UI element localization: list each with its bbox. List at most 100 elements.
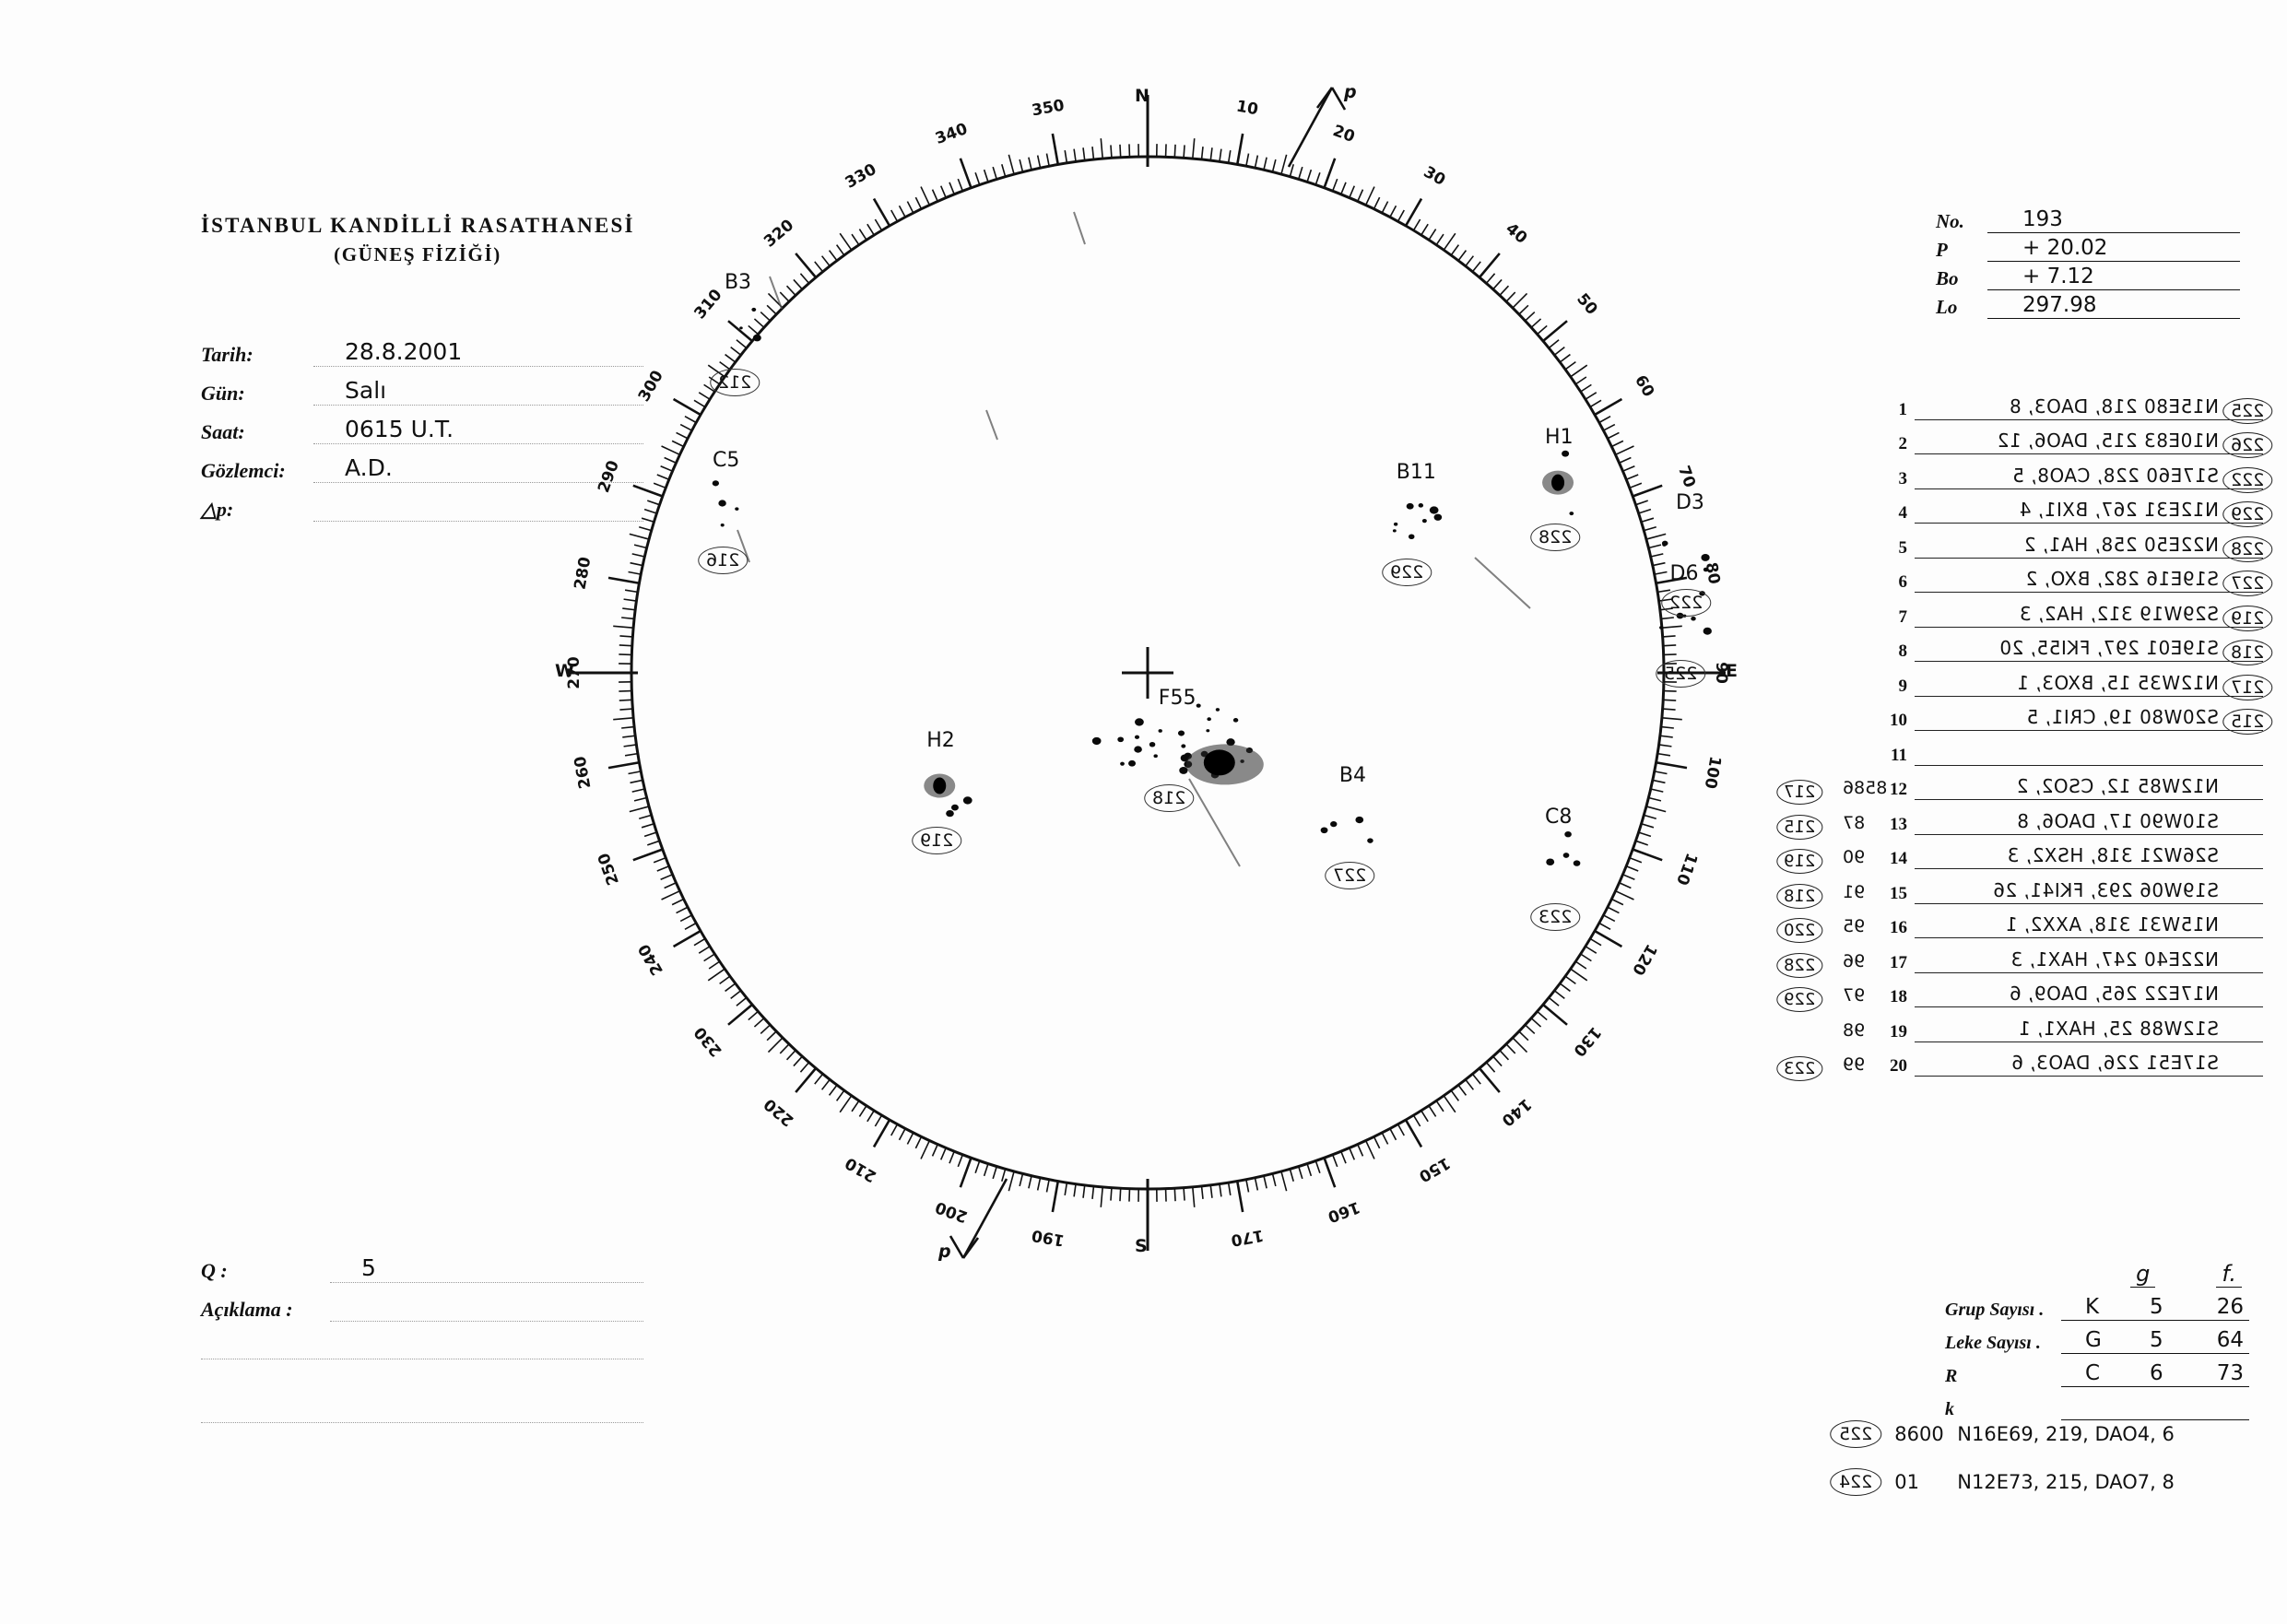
spot-row-field[interactable]: N17E22 265, DAO9, 6 97 229: [1776, 978, 2263, 1012]
param-input-bo[interactable]: + 7.12: [1987, 265, 2240, 290]
degree-tick: [1499, 285, 1510, 296]
spot-row-field[interactable]: S29W19 312, HA2, 3 219: [1915, 598, 2272, 631]
spot-row-field[interactable]: N12W35 15, BXO3, 1 217: [1915, 667, 2272, 700]
sunspot: [1569, 512, 1574, 516]
degree-tick: [1091, 147, 1095, 160]
degree-tick: [1660, 725, 1674, 729]
summary-label-grup: Grup Sayısı .: [1945, 1300, 2045, 1320]
degree-tick: [629, 806, 650, 813]
summary-g-leke: 5: [2150, 1328, 2163, 1352]
summary-values-r[interactable]: C 6 73: [2061, 1359, 2249, 1387]
spot-row-text: S10W90 17, DAO6, 8: [2016, 809, 2219, 832]
degree-label: 300: [635, 367, 667, 405]
sunspot: [1128, 759, 1137, 767]
degree-tick: [906, 201, 914, 214]
meta-input-delta-p[interactable]: [313, 493, 643, 522]
spot-row-field[interactable]: [1915, 736, 2263, 766]
degree-tick: [939, 1147, 947, 1160]
spot-row-field[interactable]: S19E01 297, FKI55, 20 218: [1915, 632, 2272, 665]
spot-row-field[interactable]: S19E16 282, BXO, 2 227: [1915, 563, 2272, 596]
degree-tick: [1625, 865, 1639, 872]
degree-tick: [1450, 244, 1460, 256]
spot-row-index: 18: [1890, 987, 1907, 1006]
degree-tick: [1603, 423, 1616, 431]
degree-label: 60: [1631, 372, 1657, 401]
sunspot: [1226, 738, 1235, 747]
meta-input-gun[interactable]: Salı: [313, 377, 643, 406]
aciklama-input[interactable]: [330, 1293, 643, 1322]
param-input-no[interactable]: 193: [1987, 207, 2240, 233]
aciklama-row: Açıklama :: [201, 1283, 643, 1322]
spot-row-field[interactable]: N22E50 258, HA1, 2 228: [1915, 529, 2272, 562]
label-p-bottom: p: [938, 1242, 951, 1262]
spot-row-field[interactable]: N15E80 218, DAO3, 8 225: [1915, 391, 2272, 424]
spot-row-field[interactable]: S10W90 17, DAO6, 8 87 215: [1776, 806, 2263, 840]
sunspot: [1153, 754, 1158, 759]
degree-tick: [1036, 155, 1042, 169]
meta-input-tarih[interactable]: 28.8.2001: [313, 338, 643, 367]
degree-tick: [1227, 149, 1232, 164]
summary-values-leke[interactable]: G 5 64: [2061, 1325, 2249, 1354]
degree-tick: [851, 1100, 860, 1112]
degree-tick: [1648, 796, 1662, 802]
summary-k-leke: G: [2085, 1328, 2102, 1352]
spot-row-field[interactable]: S19W06 293, FKI41, 26 91 218: [1776, 875, 2263, 909]
degree-tick: [748, 324, 759, 335]
summary-f-r: 73: [2216, 1361, 2244, 1385]
param-input-lo[interactable]: 297.98: [1987, 293, 2240, 319]
summary-f-grup: 26: [2216, 1295, 2244, 1319]
degree-tick: [1564, 975, 1576, 985]
degree-tick: [671, 898, 685, 906]
degree-tick: [1254, 155, 1259, 169]
spot-row-field[interactable]: N12W85 12, CSO2, 2 8586 217: [1776, 771, 2263, 805]
q-input[interactable]: 5: [330, 1254, 643, 1283]
summary-row-r: R C 6 73: [1945, 1354, 2249, 1387]
spot-row-field[interactable]: N22E40 247, HAX1, 3 96 228: [1776, 944, 2263, 978]
spot-row-field[interactable]: S17E60 228, CAO8, 5 222: [1915, 460, 2272, 493]
degree-tick: [660, 874, 673, 881]
degree-tick: [1638, 508, 1652, 514]
degree-tick: [1263, 157, 1267, 171]
degree-tick: [1381, 201, 1389, 214]
degree-tick: [1192, 1186, 1196, 1207]
degree-tick: [779, 291, 790, 302]
summary-values-k[interactable]: [2061, 1392, 2249, 1420]
spot-row-field[interactable]: N12E31 267, BXI1, 4 229: [1915, 494, 2272, 527]
spot-row-field[interactable]: N10E83 215, DAO6, 12 226: [1915, 425, 2272, 458]
meta-input-gozlemci[interactable]: A.D.: [313, 454, 643, 483]
meta-input-saat[interactable]: 0615 U.T.: [313, 416, 643, 444]
degree-tick: [1457, 250, 1468, 262]
degree-tick: [1373, 196, 1381, 210]
degree-tick: [1478, 253, 1501, 278]
spot-row-prev-number: 97: [1843, 985, 1866, 1006]
degree-tick: [1553, 990, 1565, 1000]
meta-row-tarih: Tarih: 28.8.2001: [201, 328, 643, 367]
degree-label: 20: [1330, 122, 1357, 147]
spot-row-field[interactable]: N15W31 318, AXX2, 1 95 220: [1776, 909, 2263, 943]
summary-values-grup[interactable]: K 5 26: [2061, 1292, 2249, 1321]
degree-tick: [707, 364, 725, 378]
sunspot: [1682, 614, 1687, 618]
degree-tick: [660, 465, 673, 472]
spot-row-text: S17E60 228, CAO8, 5: [2011, 464, 2219, 487]
spot-row-field[interactable]: S17E51 226, DAO3, 6 99 223: [1776, 1047, 2263, 1081]
group-code-badge: 212: [709, 368, 760, 396]
degree-tick: [624, 752, 639, 757]
degree-tick: [1635, 500, 1648, 506]
degree-tick: [839, 1095, 853, 1113]
spot-row-field[interactable]: S20W80 19, CRI1, 5 215: [1915, 701, 2272, 735]
degree-tick: [671, 440, 685, 448]
spot-row-text: N12W85 12, CSO2, 2: [2016, 775, 2219, 797]
spot-row-field[interactable]: S12W88 25, HAX1, 1 98: [1843, 1013, 2263, 1042]
aciklama-line-2[interactable]: [201, 1322, 643, 1359]
aciklama-line-3[interactable]: [201, 1385, 643, 1423]
degree-tick: [1289, 1169, 1294, 1182]
spot-list-row: 11: [1876, 731, 2263, 766]
sunspot: [1573, 860, 1581, 866]
spot-row-field[interactable]: S26W21 318, HSX2, 3 90 219: [1776, 840, 2263, 874]
degree-tick: [874, 1114, 883, 1127]
spot-row-text: S20W80 19, CRI1, 5: [2026, 706, 2219, 728]
param-input-p[interactable]: + 20.02: [1987, 236, 2240, 262]
degree-tick: [641, 822, 654, 829]
degree-tick: [1542, 320, 1568, 343]
